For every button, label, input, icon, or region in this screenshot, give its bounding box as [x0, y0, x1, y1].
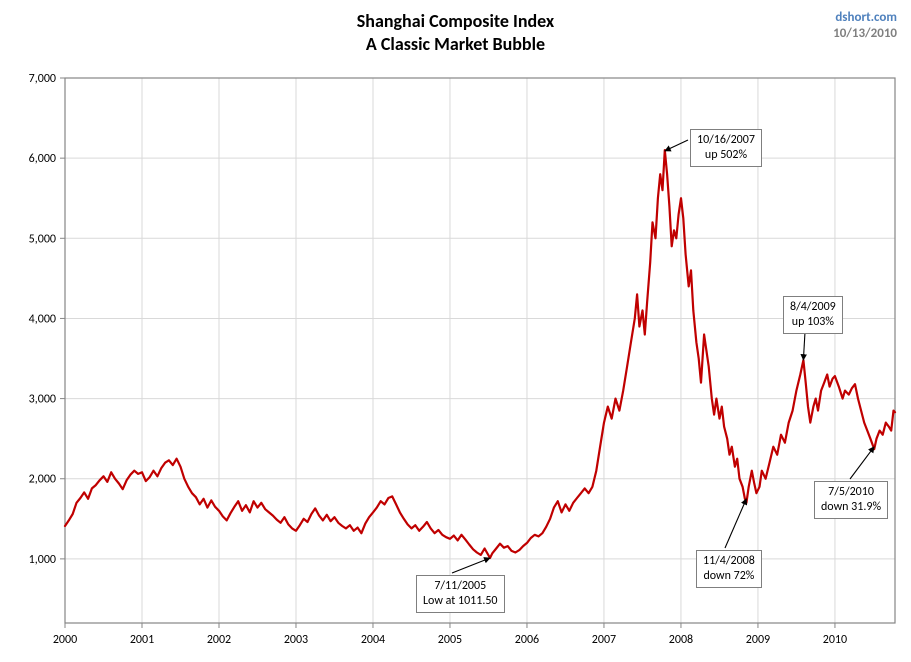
- annotation-arrow-low-2005: [452, 558, 490, 573]
- annotation-dip-2010: 7/5/2010down 31.9%: [814, 481, 888, 519]
- annotation-line: 10/16/2007: [697, 133, 755, 148]
- annotation-line: down 72%: [703, 569, 755, 584]
- annotation-line: up 103%: [790, 315, 836, 330]
- svg-text:2003: 2003: [284, 633, 308, 647]
- svg-text:2010: 2010: [823, 633, 847, 647]
- annotation-arrow-rally-2009: [803, 332, 805, 360]
- annotation-line: down 31.9%: [821, 500, 881, 515]
- svg-text:2009: 2009: [746, 633, 770, 647]
- source-block: dshort.com 10/13/2010: [833, 10, 897, 41]
- svg-text:2007: 2007: [592, 633, 616, 647]
- annotation-arrow-peak-2007: [665, 140, 688, 151]
- chart-svg: 1,000 2,000 3,000 4,000 5,000 6,000 7,000 2000 2…: [0, 0, 911, 662]
- price-line: [65, 150, 895, 558]
- svg-text:3,000: 3,000: [29, 393, 56, 407]
- annotation-low-2005: 7/11/2005Low at 1011.50: [416, 575, 505, 613]
- annotation-line: 7/11/2005: [423, 579, 498, 594]
- source-date: 10/13/2010: [833, 26, 897, 42]
- source-label: dshort.com: [833, 10, 897, 26]
- svg-text:5,000: 5,000: [29, 232, 56, 246]
- svg-text:1,000: 1,000: [29, 553, 56, 567]
- annotation-line: 11/4/2008: [703, 554, 755, 569]
- chart-title-line1: Shanghai Composite Index: [0, 10, 911, 33]
- svg-text:7,000: 7,000: [29, 72, 56, 86]
- svg-text:2000: 2000: [53, 633, 77, 647]
- annotation-bottom-2008: 11/4/2008down 72%: [696, 550, 762, 588]
- svg-text:2008: 2008: [669, 633, 693, 647]
- chart-container: Shanghai Composite Index A Classic Marke…: [0, 0, 911, 662]
- chart-title: Shanghai Composite Index A Classic Marke…: [0, 10, 911, 55]
- annotation-line: Low at 1011.50: [423, 594, 498, 609]
- svg-text:6,000: 6,000: [29, 152, 56, 166]
- svg-text:2001: 2001: [130, 633, 154, 647]
- annotation-line: 7/5/2010: [821, 485, 881, 500]
- svg-text:2002: 2002: [207, 633, 231, 647]
- svg-text:2006: 2006: [515, 633, 539, 647]
- svg-text:4,000: 4,000: [29, 312, 56, 326]
- svg-text:2005: 2005: [438, 633, 462, 647]
- svg-text:2004: 2004: [361, 633, 385, 647]
- annotation-arrow-dip-2010: [850, 447, 874, 479]
- svg-text:2,000: 2,000: [29, 473, 56, 487]
- annotation-line: up 502%: [697, 148, 755, 163]
- chart-title-line2: A Classic Market Bubble: [0, 33, 911, 56]
- annotation-rally-2009: 8/4/2009up 103%: [783, 296, 843, 334]
- annotation-peak-2007: 10/16/2007up 502%: [690, 129, 762, 167]
- annotation-line: 8/4/2009: [790, 300, 836, 315]
- annotation-arrow-bottom-2008: [725, 499, 746, 548]
